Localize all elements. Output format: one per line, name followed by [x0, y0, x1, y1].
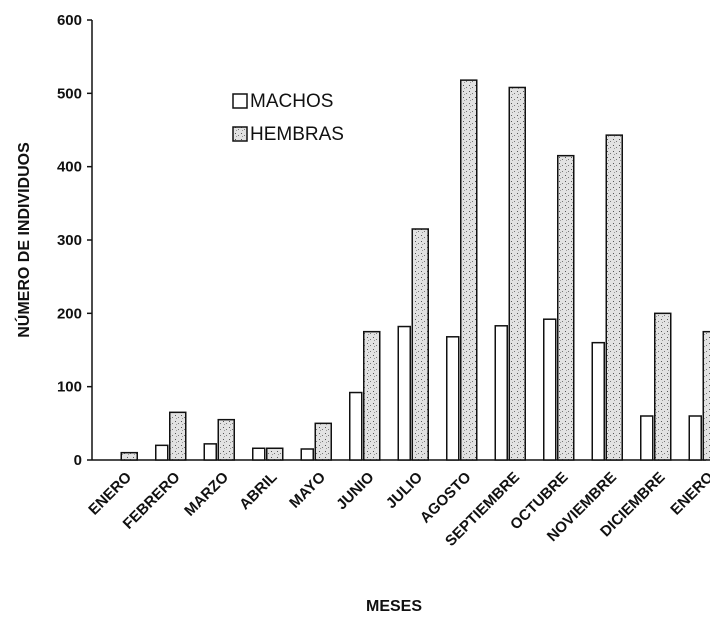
y-tick-label: 400	[57, 159, 82, 176]
bar-machos	[397, 325, 411, 461]
bar-hembras	[411, 228, 429, 461]
x-tick-label: MAYO	[286, 469, 329, 512]
x-tick-label: JULIO	[383, 469, 426, 512]
bar-hembras	[460, 79, 478, 461]
bar-hembras	[217, 418, 235, 461]
legend-label-machos: MACHOS	[250, 91, 333, 112]
bars	[120, 79, 710, 461]
bar-hembras	[605, 134, 623, 461]
bar-hembras	[169, 411, 187, 461]
bar-hembras	[654, 312, 672, 461]
x-tick-label: JUNIO	[333, 469, 378, 514]
y-ticks: 0 100 200 300 400 500 600	[57, 12, 92, 469]
bar-hembras	[363, 330, 381, 461]
bar-machos	[155, 444, 169, 461]
bar-machos	[688, 415, 702, 461]
x-tick-label: ABRIL	[236, 469, 280, 513]
legend-swatch-machos	[232, 93, 248, 109]
bar-machos	[349, 391, 363, 461]
bar-machos	[494, 325, 508, 461]
y-tick-label: 300	[57, 232, 82, 249]
y-tick-label: 200	[57, 305, 82, 322]
bar-machos	[203, 443, 217, 461]
bar-machos	[446, 336, 460, 461]
x-tick-label: ENERO	[85, 469, 135, 519]
y-tick-label: 0	[74, 452, 82, 469]
bar-machos	[252, 447, 266, 461]
y-axis-title: NÚMERO DE INDIVIDUOS	[14, 142, 33, 338]
bar-machos	[640, 415, 654, 461]
bar-hembras	[314, 422, 332, 461]
x-tick-label: ENERO	[667, 469, 710, 519]
x-axis-title: MESES	[366, 598, 422, 615]
legend-label-hembras: HEMBRAS	[250, 124, 344, 145]
y-tick-label: 100	[57, 379, 82, 396]
bar-hembras	[508, 86, 526, 461]
bar-hembras	[557, 154, 575, 461]
bar-machos	[543, 318, 557, 461]
legend: MACHOS HEMBRAS	[232, 91, 344, 145]
legend-swatch-hembras	[232, 126, 248, 142]
y-tick-label: 600	[57, 12, 82, 29]
bar-machos	[300, 448, 314, 461]
bar-hembras	[266, 447, 284, 461]
y-tick-label: 500	[57, 85, 82, 102]
bar-hembras	[702, 330, 710, 461]
bar-hembras	[120, 451, 138, 461]
bar-machos	[591, 341, 605, 461]
x-tick-label: MARZO	[181, 469, 232, 520]
